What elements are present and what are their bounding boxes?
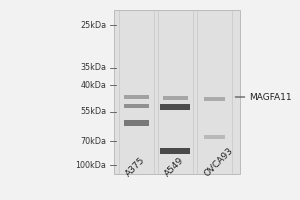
Bar [204,97,225,101]
Bar [163,96,188,100]
Bar [160,148,190,154]
Text: A549: A549 [163,155,186,178]
Text: MAGFA11: MAGFA11 [249,92,292,102]
Bar [204,135,225,139]
Text: 35kDa: 35kDa [80,64,106,72]
Text: A375: A375 [124,155,147,178]
Text: 70kDa: 70kDa [80,136,106,146]
Text: 40kDa: 40kDa [81,81,106,90]
Text: 25kDa: 25kDa [80,21,106,29]
Text: 55kDa: 55kDa [80,108,106,116]
Bar [114,10,240,174]
Bar [124,95,149,99]
Text: 100kDa: 100kDa [76,160,106,170]
Bar [124,120,149,126]
Text: OVCA93: OVCA93 [202,146,235,178]
Bar [160,104,190,110]
Bar [124,104,149,108]
